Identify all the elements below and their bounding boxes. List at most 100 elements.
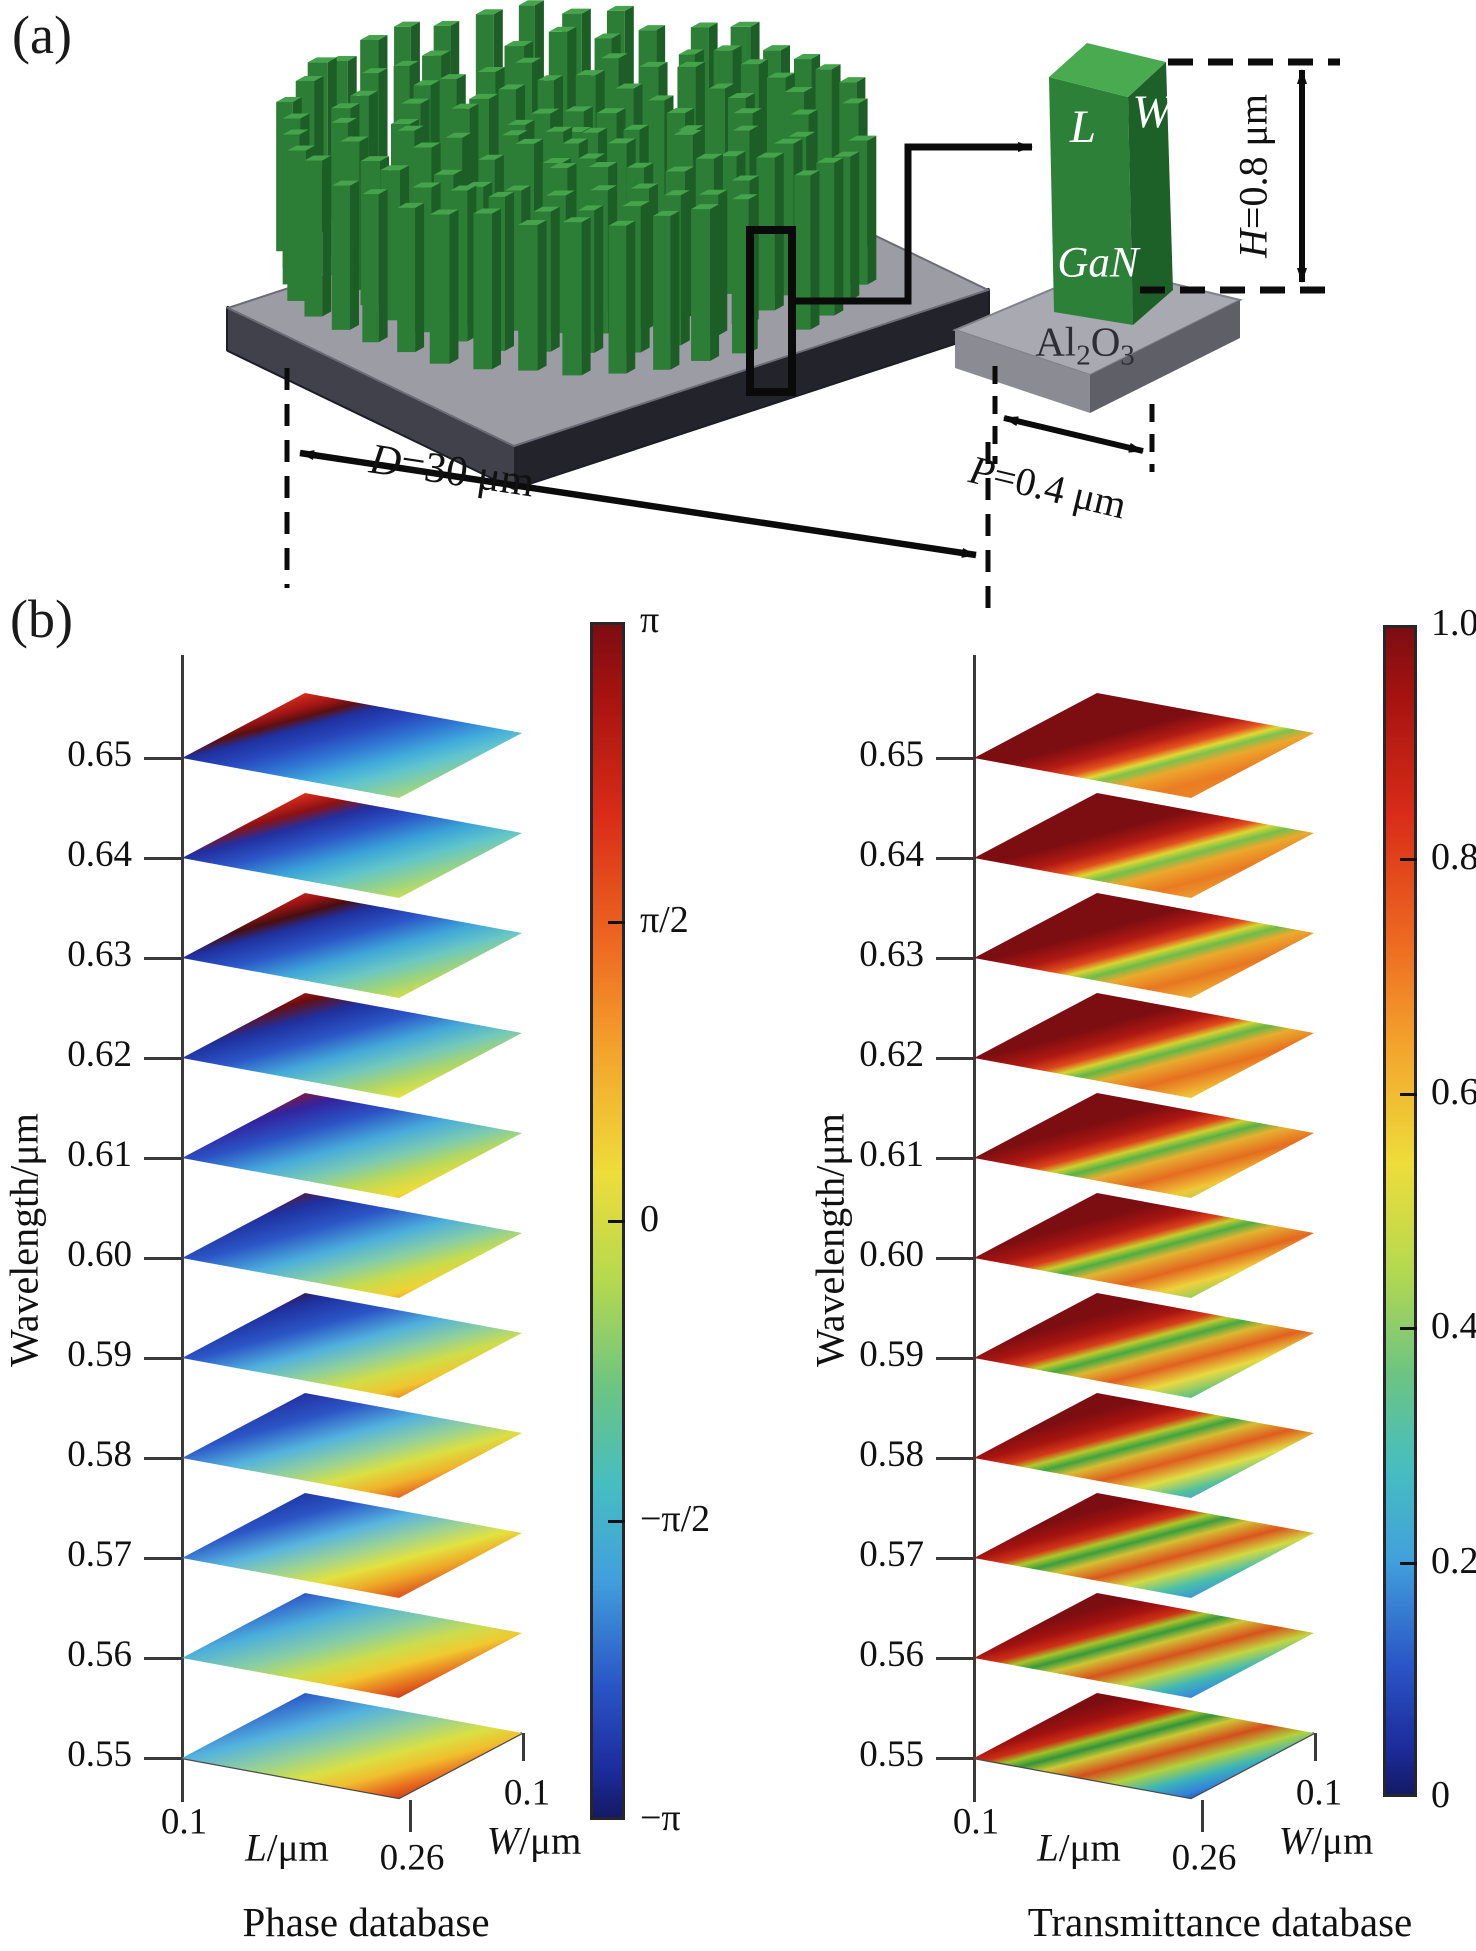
x-axis-min-label: 0.1: [160, 1801, 208, 1843]
wavelength-tick: [144, 857, 182, 860]
x-axis-max-label: 0.26: [1171, 1837, 1237, 1879]
wavelength-tick-label: 0.59: [67, 1334, 132, 1375]
surface-layer: [182, 993, 522, 1098]
pillar-width-label: W: [1132, 86, 1172, 138]
wavelength-axis: [973, 655, 976, 1788]
wavelength-tick-label: 0.59: [859, 1334, 924, 1375]
nanopillar: [608, 220, 636, 374]
wavelength-tick: [936, 857, 974, 860]
x-axis-title: L/μm: [1037, 1826, 1121, 1871]
wavelength-tick-label: 0.60: [859, 1234, 924, 1275]
surface-layer: [182, 1093, 522, 1198]
wavelength-tick: [936, 1457, 974, 1460]
wavelength-tick-label: 0.62: [67, 1034, 132, 1075]
nanopillar: [397, 202, 425, 353]
wavelength-tick-label: 0.63: [67, 934, 132, 975]
colorbar-tick: [1400, 1561, 1417, 1565]
surface-layer: [974, 1693, 1314, 1798]
frame-stub: [409, 1800, 412, 1832]
colorbar-tick-label: 0: [1431, 1774, 1450, 1816]
wavelength-tick-label: 0.63: [859, 934, 924, 975]
x-axis-min-label: 0.1: [952, 1801, 1000, 1843]
colorbar: [1383, 625, 1417, 1797]
substrate-label: Al2O3: [1035, 318, 1135, 372]
wavelength-tick: [144, 757, 182, 760]
wavelength-tick-label: 0.60: [67, 1234, 132, 1275]
y-axis-unit: /μm: [519, 1819, 582, 1863]
wavelength-tick-label: 0.57: [859, 1534, 924, 1575]
wavelength-tick: [936, 1057, 974, 1060]
wavelength-tick-label: 0.64: [859, 834, 924, 875]
x-axis-title: L/μm: [245, 1826, 329, 1871]
y-axis-var: W: [1278, 1819, 1312, 1863]
wavelength-tick: [936, 1357, 974, 1360]
surface-layer: [974, 993, 1314, 1098]
wavelength-tick: [144, 1157, 182, 1160]
surface-layer: [974, 1593, 1314, 1698]
surface-layer: [182, 1593, 522, 1698]
colorbar-tick-label: 0: [640, 1198, 659, 1240]
unit-cell-highlight-box: [746, 226, 796, 396]
wavelength-tick-label: 0.57: [67, 1534, 132, 1575]
surface-layer: [182, 1693, 522, 1798]
wavelength-tick: [144, 1357, 182, 1360]
colorbar-tick: [608, 920, 625, 924]
wavelength-tick: [936, 1257, 974, 1260]
colorbar-tick-label: 1.0: [1431, 602, 1476, 644]
colorbar-tick-label: π: [640, 599, 660, 641]
colorbar-tick: [1400, 858, 1417, 862]
nanopillar: [429, 209, 459, 364]
y-axis-title: W/μm: [1279, 1819, 1374, 1864]
diameter-dimension: [284, 368, 991, 618]
wavelength-tick-label: 0.58: [67, 1434, 132, 1475]
wavelength-tick-label: 0.65: [859, 734, 924, 775]
nanopillar: [794, 170, 820, 330]
surface-layer: [974, 1493, 1314, 1598]
y-axis-min-label: 0.1: [1295, 1772, 1343, 1814]
nanopillar: [518, 220, 547, 371]
surface-layer: [974, 1393, 1314, 1498]
colorbar-tick-label: −π: [640, 1797, 681, 1839]
wavelength-tick-label: 0.56: [859, 1634, 924, 1675]
nanopillar: [653, 210, 680, 370]
frame-stub: [522, 1733, 525, 1761]
surface-layer: [182, 1393, 522, 1498]
wavelength-tick-label: 0.58: [859, 1434, 924, 1475]
nanopillar: [331, 180, 359, 330]
surface-layer: [974, 893, 1314, 998]
panel-b-label: (b): [10, 589, 73, 649]
y-axis-var: W: [486, 1819, 520, 1863]
nanopillar: [562, 217, 591, 376]
wavelength-tick-label: 0.55: [67, 1734, 132, 1775]
wavelength-tick: [936, 1757, 974, 1760]
wavelength-tick: [144, 1457, 182, 1460]
colorbar-tick: [1400, 1327, 1417, 1331]
nanopillar: [691, 204, 720, 361]
nanopillar: [473, 208, 502, 370]
arrow-to-unit-cell: [792, 142, 1033, 305]
x-axis-max-label: 0.26: [379, 1837, 445, 1879]
wavelength-tick: [144, 1557, 182, 1560]
colorbar-tick: [608, 1220, 625, 1223]
surface-layer: [974, 793, 1314, 898]
colorbar-tick: [1400, 1092, 1417, 1096]
nanopillar: [816, 157, 844, 316]
x-axis-var: L: [245, 1826, 267, 1870]
unit-cell-substrate: [952, 265, 1243, 413]
wavelength-tick-label: 0.64: [67, 834, 132, 875]
surface-layer: [182, 1493, 522, 1598]
pillar-length-label: L: [1069, 101, 1097, 153]
wavelength-tick: [144, 1057, 182, 1060]
surface-layer: [182, 793, 522, 898]
wavelength-tick: [936, 957, 974, 960]
wavelength-tick-label: 0.62: [859, 1034, 924, 1075]
wavelength-tick: [936, 1657, 974, 1660]
y-axis-unit: /μm: [1311, 1819, 1374, 1863]
chart-caption: Transmittance database: [1027, 1899, 1413, 1945]
surface-layer: [182, 693, 522, 798]
colorbar-tick-label: 0.2: [1431, 1539, 1476, 1582]
wavelength-tick: [144, 957, 182, 960]
wavelength-tick: [936, 757, 974, 760]
wavelength-axis: [181, 655, 184, 1788]
